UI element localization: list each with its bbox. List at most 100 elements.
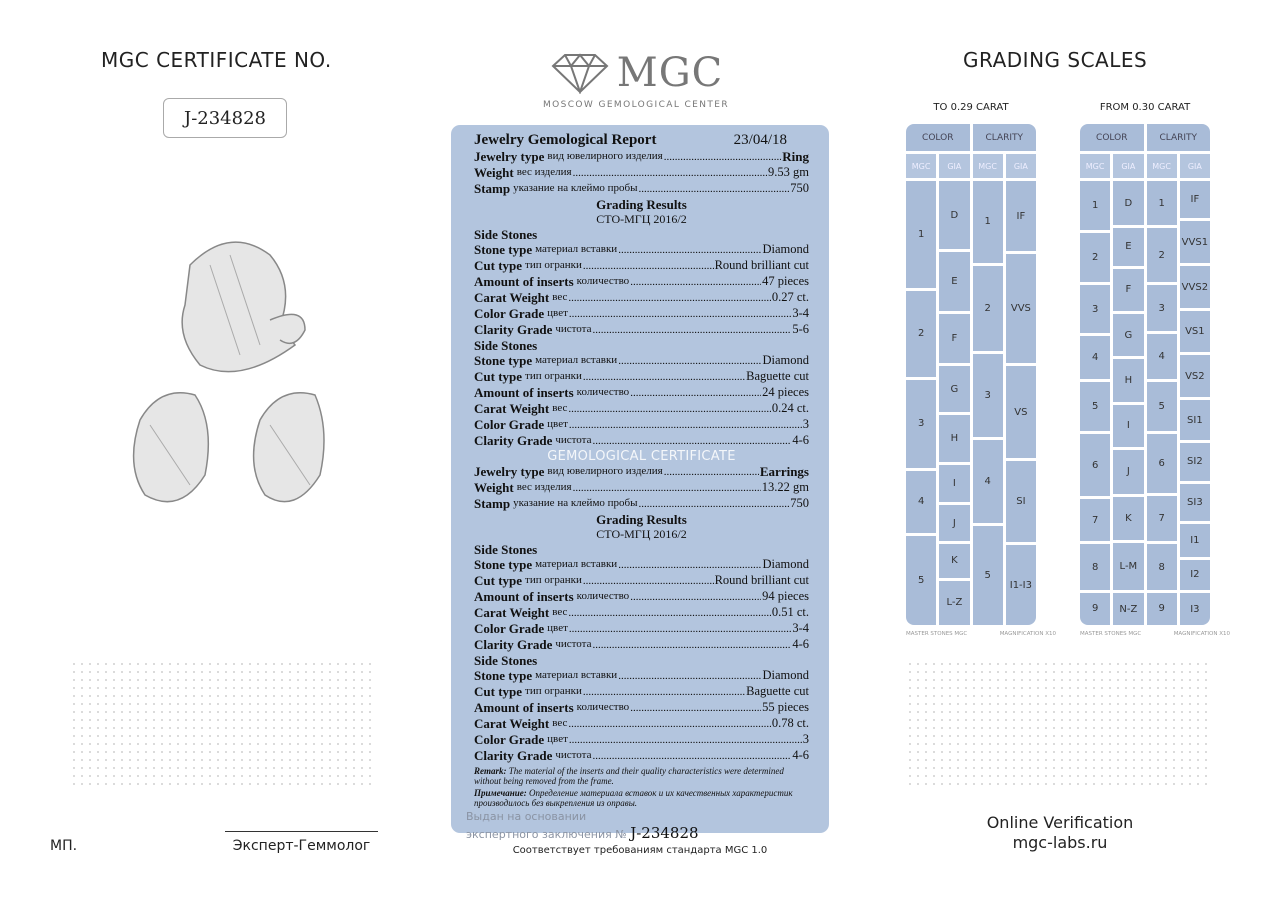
- scale-header: CLARITY: [972, 124, 1036, 151]
- scale-caption: FROM 0.30 CARAT: [1099, 102, 1191, 113]
- grading-results-heading: Grading Results: [596, 197, 687, 212]
- scale-cell: L-M: [1113, 543, 1144, 591]
- report-row: Color Gradeцвет3: [474, 417, 809, 433]
- grading-scale-table: FROM 0.30 CARAT COLOR CLARITY MGC GIA MGC GIA 1…: [1080, 102, 1230, 637]
- jewelry-photo: [132, 241, 325, 503]
- scale-cell: K: [1113, 496, 1144, 541]
- standard-code: СТО-МГЦ 2016/2: [596, 212, 687, 226]
- scale-cell: VVS1: [1179, 221, 1210, 264]
- issued-number: J-234828: [630, 824, 699, 842]
- scale-cell: N-Z: [1113, 593, 1144, 625]
- scale-cell: I: [1113, 404, 1144, 447]
- scale-cell: 2: [1146, 228, 1177, 283]
- report-row: Color Gradeцвет3-4: [474, 621, 809, 637]
- logo-text: MGC: [616, 50, 724, 96]
- scale-cell: 7: [1146, 496, 1177, 542]
- certificate-no-title: MGC CERTIFICATE NO.: [101, 48, 332, 72]
- scale-cell: J: [939, 505, 970, 542]
- scale-cell: VVS: [1005, 254, 1036, 364]
- scale-cell: L-Z: [939, 580, 970, 625]
- scale-cell: D: [1113, 181, 1144, 226]
- scale-cell: 1: [906, 181, 937, 289]
- scale-cell: I1-I3: [1005, 545, 1036, 625]
- scale-cell: VS: [1005, 366, 1036, 459]
- scale-cell: 6: [1146, 434, 1177, 494]
- verification-link[interactable]: mgc-labs.ru: [1012, 833, 1108, 852]
- scale-footer: MASTER STONES MGC: [906, 631, 968, 637]
- logo-subtitle: MOSCOW GEMOLOGICAL CENTER: [542, 100, 730, 110]
- report-row: Carat Weightвес0.27 ct.: [474, 290, 809, 306]
- section-heading: Side Stones: [474, 542, 538, 557]
- issued-basis-line1: Выдан на основании: [466, 810, 587, 823]
- scale-cell: I2: [1179, 559, 1210, 591]
- report-row: Clarity Gradeчистота4-6: [474, 433, 809, 449]
- scale-cell: 1: [972, 181, 1003, 263]
- scale-cell: 5: [906, 535, 937, 626]
- scale-subheader: MGC: [1146, 154, 1177, 178]
- scale-cell: 1: [1080, 181, 1111, 231]
- grading-results-heading: Grading Results: [596, 512, 687, 527]
- report-row: Amount of insertsколичество55 pieces: [474, 700, 809, 716]
- report-row: Clarity Gradeчистота4-6: [474, 637, 809, 653]
- scale-subheader: GIA: [1113, 154, 1144, 178]
- scale-cell: VVS2: [1179, 266, 1210, 309]
- scale-cell: 2: [906, 291, 937, 377]
- scale-cell: I1: [1179, 523, 1210, 557]
- scale-cell: I: [939, 464, 970, 503]
- dotted-area-left: [70, 660, 375, 785]
- scale-cell: SI3: [1179, 483, 1210, 521]
- scale-cell: IF: [1179, 181, 1210, 219]
- scale-cell: G: [1113, 313, 1144, 357]
- scale-cell: 7: [1080, 498, 1111, 542]
- scale-cell: 4: [972, 440, 1003, 523]
- scale-cell: 1: [1146, 181, 1177, 226]
- scale-cell: 3: [1080, 285, 1111, 333]
- scale-header: CLARITY: [1146, 124, 1210, 151]
- report-row: Amount of insertsколичество24 pieces: [474, 385, 809, 401]
- scale-cell: 6: [1080, 434, 1111, 496]
- stamp-label: МП.: [50, 838, 78, 854]
- gemological-report: Jewelry Gemological Report 23/04/18 Jewe…: [451, 125, 829, 842]
- report-row: Clarity Gradeчистота5-6: [474, 322, 809, 338]
- scale-cell: 5: [972, 525, 1003, 626]
- scale-footer: MAGNIFICATION X10: [999, 631, 1056, 637]
- scale-cell: 8: [1146, 544, 1177, 590]
- issued-basis-line2: экспертного заключения №: [466, 828, 627, 841]
- scale-cell: 2: [1080, 233, 1111, 283]
- remark: Remark: The material of the inserts and …: [474, 766, 784, 786]
- online-verification-label: Online Verification: [986, 813, 1134, 832]
- scale-cell: SI: [1005, 461, 1036, 543]
- scale-cell: F: [939, 313, 970, 363]
- certificate-number: J-234828: [163, 98, 287, 138]
- expert-signature-label: Эксперт-Геммолог: [225, 831, 378, 854]
- scale-cell: 3: [906, 379, 937, 469]
- scale-cell: VS1: [1179, 311, 1210, 353]
- report-row: Clarity Gradeчистота4-6: [474, 748, 809, 764]
- scale-cell: 9: [1146, 592, 1177, 625]
- scale-cell: 9: [1080, 592, 1111, 625]
- issued-basis: Выдан на основании экспертного заключени…: [466, 810, 809, 844]
- scale-footer: MASTER STONES MGC: [1080, 631, 1142, 637]
- scale-cell: 2: [972, 265, 1003, 352]
- scale-cell: I3: [1179, 593, 1210, 625]
- scale-cell: 3: [972, 354, 1003, 438]
- scale-cell: G: [939, 365, 970, 413]
- scale-subheader: MGC: [906, 154, 937, 178]
- grading-scales-title: GRADING SCALES: [963, 48, 1148, 72]
- grading-scale-table: TO 0.29 CARAT COLOR CLARITY MGC GIA MGC GIA 1 2 3…: [906, 102, 1056, 637]
- online-verification: Online Verification mgc-labs.ru: [960, 813, 1160, 853]
- section-heading: Side Stones: [474, 338, 538, 353]
- scale-footer: MAGNIFICATION X10: [1173, 631, 1230, 637]
- scale-cell: 8: [1080, 544, 1111, 590]
